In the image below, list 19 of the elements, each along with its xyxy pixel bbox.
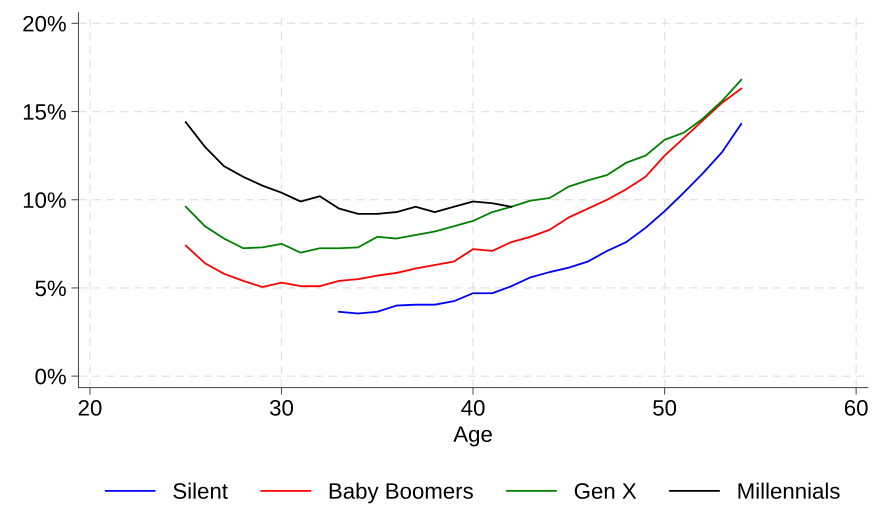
line-series	[184, 88, 742, 288]
x-tick-label: 30	[270, 400, 294, 416]
line-series	[184, 78, 742, 254]
legend-label: Millennials	[738, 482, 840, 499]
line-series	[184, 121, 512, 215]
x-tick-label: 60	[844, 400, 868, 416]
y-tick-label: 5%	[35, 280, 66, 296]
line-series	[338, 122, 742, 314]
y-tick-label: 20%	[23, 16, 66, 32]
x-tick-label: 50	[653, 400, 676, 416]
y-tick-label: 0%	[35, 368, 66, 384]
x-tick-label: 20	[78, 400, 102, 416]
y-tick-label: 15%	[24, 104, 66, 120]
y-tick-label: 10%	[24, 192, 66, 208]
x-axis-title: Age	[453, 426, 492, 446]
legend-label: Silent	[173, 482, 228, 499]
x-tick-label: 40	[461, 400, 485, 416]
legend-label: Gen X	[574, 483, 636, 499]
legend-label: Baby Boomers	[330, 482, 473, 504]
